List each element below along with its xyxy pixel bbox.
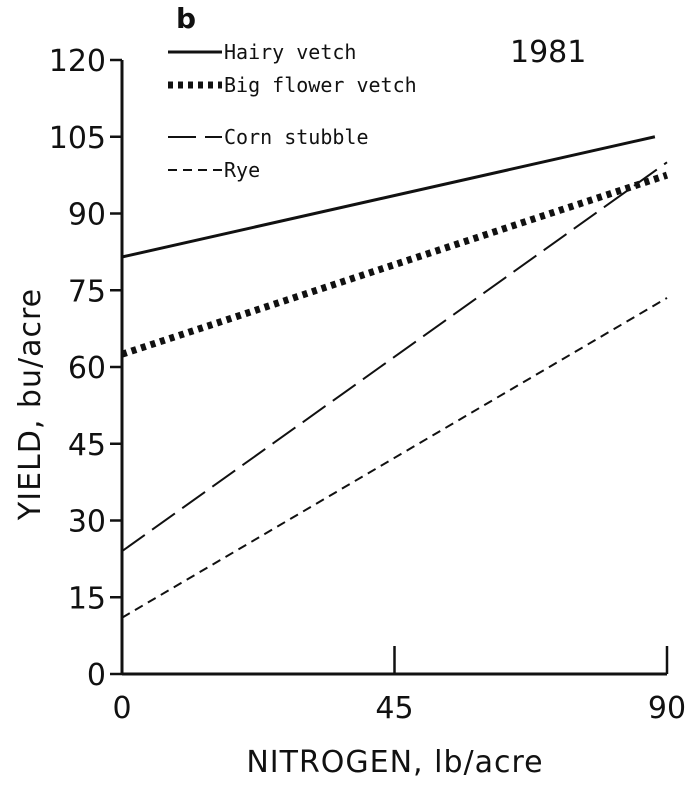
x-tick-label: 90: [648, 691, 686, 726]
series-line-3: [121, 161, 668, 553]
y-tick-label: 75: [68, 274, 106, 309]
y-tick-label: 120: [49, 44, 106, 79]
series-line-1: [121, 135, 656, 259]
series-line-2: [120, 171, 669, 358]
legend: Hairy vetch Big flower vetch Corn stubble R…: [168, 40, 417, 182]
panel-letter: b: [176, 2, 196, 35]
legend-label: Rye: [224, 158, 260, 182]
series-line-4: [121, 297, 668, 619]
y-tick-label: 105: [49, 121, 106, 156]
y-tick-label: 45: [68, 428, 106, 463]
x-tick-label: 0: [112, 691, 131, 726]
y-tick-label: 30: [68, 505, 106, 540]
y-tick-label: 0: [87, 658, 106, 693]
x-tick-label: 45: [375, 691, 413, 726]
legend-label: Big flower vetch: [224, 73, 417, 97]
legend-label: Corn stubble: [224, 125, 369, 149]
y-tick-label: 90: [68, 198, 106, 233]
y-tick-label: 60: [68, 351, 106, 386]
legend-label: Hairy vetch: [224, 40, 356, 64]
year-label: 1981: [510, 35, 586, 70]
y-axis-title: YIELD, bu/acre: [13, 288, 48, 521]
x-axis-title: NITROGEN, lb/acre: [246, 745, 543, 780]
y-tick-label: 15: [68, 581, 106, 616]
